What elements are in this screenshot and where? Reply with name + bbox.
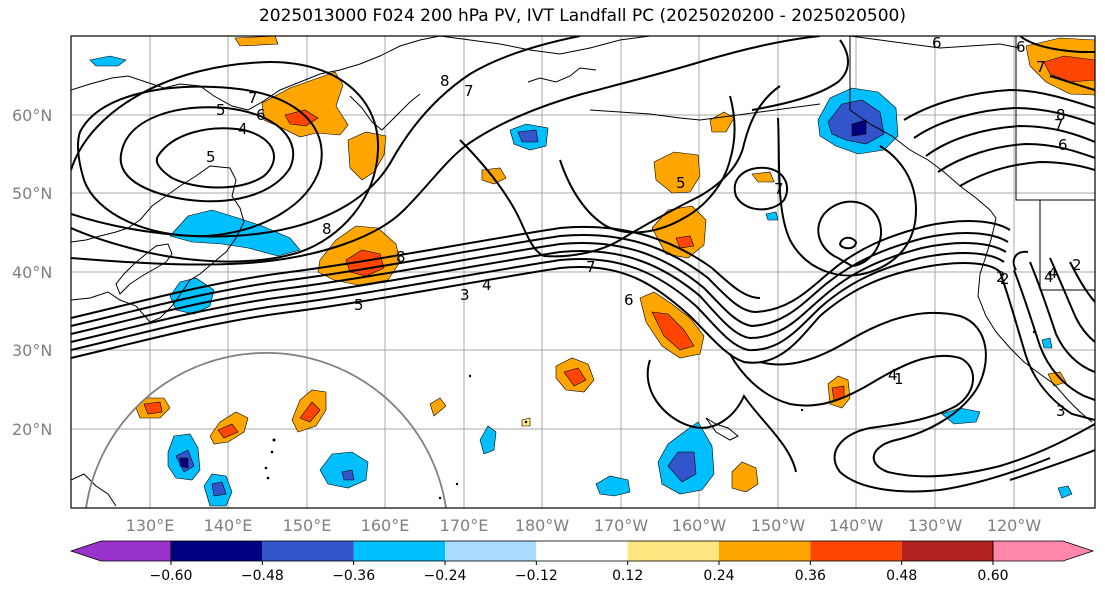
lon-label: 170°W	[594, 516, 649, 535]
colorbar-tick-label: 0.24	[703, 568, 734, 584]
contour-label: 3	[1056, 402, 1066, 420]
colorbar: −0.60 −0.48 −0.36 −0.24 −0.12 0.12 0.24 0.36 0.4…	[69, 540, 1095, 584]
lon-label: 130°W	[908, 516, 963, 535]
lat-label: 40°N	[12, 263, 52, 282]
contour-label: 7	[248, 89, 258, 107]
contour-label: 4	[888, 366, 898, 384]
colorbar-segments	[69, 540, 1095, 562]
contour-label: 7	[1054, 116, 1064, 134]
contour-label: 7	[464, 82, 474, 100]
colorbar-tick-label: −0.48	[241, 568, 284, 584]
lon-label: 150°E	[283, 516, 332, 535]
contour-label: 2	[1000, 270, 1010, 288]
contour-label: 6	[256, 106, 266, 124]
latitude-labels: 60°N 50°N 40°N 30°N 20°N	[12, 106, 52, 439]
contour-label: 4	[482, 276, 492, 294]
colorbar-extension-low	[69, 540, 172, 562]
contour-label: 4	[238, 120, 248, 138]
colorbar-bin	[262, 541, 354, 561]
contour-label: 2	[996, 268, 1006, 286]
longitude-labels: 130°E 140°E 150°E 160°E 170°E 180°W 170°…	[126, 516, 1042, 535]
colorbar-extension-high	[992, 540, 1095, 562]
colorbar-bin	[536, 541, 628, 561]
lon-label: 140°W	[829, 516, 884, 535]
lat-label: 50°N	[12, 184, 52, 203]
map-content: 5 7 6 4 5 8 7 8 5 7 4 6 4 2 2 8 6 7 3 4 …	[71, 34, 1095, 508]
contour-label: 7	[1036, 58, 1046, 76]
contour-label: 6	[1016, 38, 1026, 56]
contour-label: 8	[322, 220, 332, 238]
contour-label: 1	[894, 370, 904, 388]
colorbar-bin	[810, 541, 902, 561]
contour-label: 5	[216, 101, 226, 119]
colorbar-bin	[353, 541, 445, 561]
contour-label: 4	[1044, 268, 1054, 286]
colorbar-ticks	[170, 561, 994, 565]
colorbar-tick-label: −0.60	[150, 568, 193, 584]
colorbar-labels: −0.60 −0.48 −0.36 −0.24 −0.12 0.12 0.24 0.36 0.4…	[150, 568, 1009, 584]
map-title: 2025013000 F024 200 hPa PV, IVT Landfall…	[258, 6, 906, 26]
colorbar-tick-label: −0.12	[515, 568, 558, 584]
colorbar-bin	[627, 541, 719, 561]
lon-label: 170°E	[440, 516, 489, 535]
colorbar-tick-label: 0.36	[795, 568, 826, 584]
contour-label: 8	[1056, 106, 1066, 124]
colorbar-bin	[901, 541, 993, 561]
range-circle	[85, 352, 447, 508]
colorbar-tick-label: 0.48	[886, 568, 917, 584]
colorbar-tick-label: −0.24	[424, 568, 467, 584]
colorbar-tick-label: −0.36	[332, 568, 375, 584]
pv-contours	[71, 36, 1095, 493]
colorbar-tick-label: 0.12	[612, 568, 643, 584]
contour-label: 7	[774, 180, 784, 198]
lat-label: 20°N	[12, 420, 52, 439]
colorbar-bin	[719, 541, 811, 561]
lon-label: 130°E	[126, 516, 175, 535]
lon-label: 160°E	[361, 516, 410, 535]
contour-label: 8	[396, 248, 406, 266]
colorbar-frame	[170, 540, 994, 562]
lon-label: 160°W	[672, 516, 727, 535]
contour-label: 7	[586, 258, 596, 276]
lon-label: 140°E	[204, 516, 253, 535]
contour-label: 3	[460, 286, 470, 304]
lon-label: 150°W	[751, 516, 806, 535]
colorbar-tick-label: 0.60	[977, 568, 1008, 584]
contour-label: 5	[676, 174, 686, 192]
colorbar-bin	[171, 541, 263, 561]
colorbar-bin	[445, 541, 537, 561]
lat-label: 60°N	[12, 106, 52, 125]
contour-label: 6	[1058, 136, 1068, 154]
lon-label: 180°W	[515, 516, 570, 535]
contour-label: 2	[1072, 256, 1082, 274]
lat-label: 30°N	[12, 341, 52, 360]
contour-label: 5	[206, 148, 216, 166]
contour-label: 8	[440, 72, 450, 90]
map-frame	[70, 35, 1096, 509]
contour-label: 6	[932, 34, 942, 52]
contour-label: 5	[354, 296, 364, 314]
pv-negative-shading	[89, 55, 1073, 507]
contour-label: 6	[624, 291, 634, 309]
contour-labels: 5 7 6 4 5 8 7 8 5 7 4 6 4 2 2 8 6 7 3 4 …	[206, 34, 1082, 420]
contour-label: 4	[1048, 264, 1058, 282]
lon-label: 120°W	[987, 516, 1042, 535]
pv-positive-shading	[135, 36, 1095, 493]
